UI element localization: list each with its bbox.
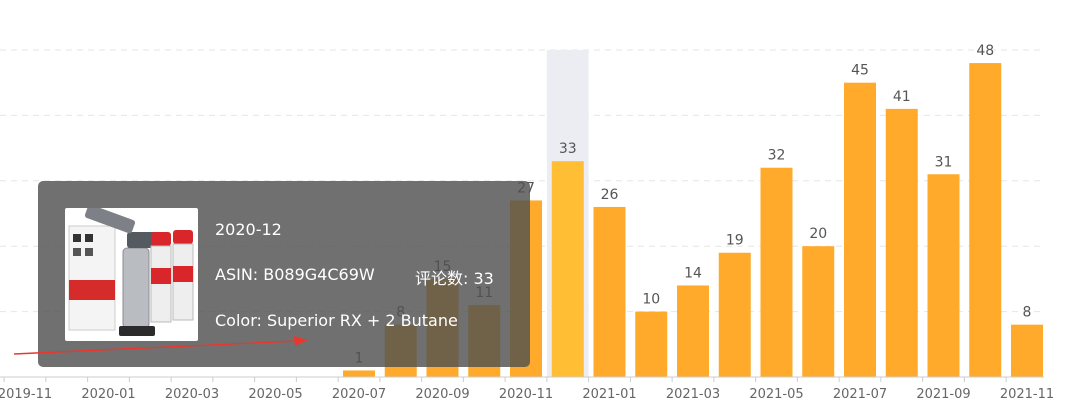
product-tooltip: 2020-12 ASIN: B089G4C69W 评论数: 33 Color: … <box>38 181 530 367</box>
x-tick-label-2020-03: 2020-03 <box>165 387 219 402</box>
bar-2021-01[interactable] <box>593 206 626 377</box>
bar-2021-04[interactable] <box>718 252 751 377</box>
value-label-2021-05: 32 <box>768 148 786 164</box>
bar-2021-05[interactable] <box>760 167 793 377</box>
x-tick-label-2021-07: 2021-07 <box>833 387 887 402</box>
bar-2021-10[interactable] <box>969 63 1002 378</box>
bar-2021-06[interactable] <box>802 246 835 377</box>
value-label-2021-04: 19 <box>726 233 744 249</box>
bar-2021-03[interactable] <box>677 285 709 377</box>
value-label-2021-11: 8 <box>1023 305 1032 321</box>
tooltip-color-variant: Color: Superior RX + 2 Butane <box>215 311 458 330</box>
x-tick-label-2021-09: 2021-09 <box>916 387 970 402</box>
value-label-2021-03: 14 <box>684 265 702 281</box>
x-tick-label-2021-01: 2021-01 <box>582 387 636 402</box>
bar-2020-07[interactable] <box>343 370 375 377</box>
x-tick-label-2021-03: 2021-03 <box>666 387 720 402</box>
x-tick-label-2021-05: 2021-05 <box>749 387 803 402</box>
x-tick-label-2020-11: 2020-11 <box>499 387 553 402</box>
x-tick-label-2020-07: 2020-07 <box>332 387 386 402</box>
value-label-2021-09: 31 <box>935 154 953 170</box>
x-tick-label-2021-11: 2021-11 <box>1000 387 1054 402</box>
x-tick-label-2020-05: 2020-05 <box>248 387 302 402</box>
value-label-2021-08: 41 <box>893 89 911 105</box>
bar-2021-07[interactable] <box>844 82 876 377</box>
bar-2021-08[interactable] <box>885 108 918 378</box>
product-image <box>65 208 198 341</box>
value-label-2021-02: 10 <box>642 292 660 308</box>
bar-2021-11[interactable] <box>1011 324 1043 377</box>
bar-2020-12[interactable] <box>551 161 584 377</box>
value-label-2021-01: 26 <box>601 187 619 203</box>
tooltip-asin: ASIN: B089G4C69W <box>215 265 375 284</box>
tooltip-review-count: 评论数: 33 <box>415 269 494 288</box>
value-label-2021-06: 20 <box>809 226 827 242</box>
x-axis: 2019-11 2020-01 2020-03 2020-05 2020-07 2020-… <box>0 376 1054 402</box>
value-label-2021-10: 48 <box>976 43 994 59</box>
x-tick-label-2020-09: 2020-09 <box>415 387 469 402</box>
value-label-2021-07: 45 <box>851 63 869 79</box>
bar-2021-02[interactable] <box>635 311 668 377</box>
value-label-2020-12: 33 <box>559 141 577 157</box>
x-tick-label-2019-11: 2019-11 <box>0 387 52 402</box>
x-tick-label-2020-01: 2020-01 <box>81 387 135 402</box>
bar-2021-09[interactable] <box>927 174 960 377</box>
tooltip-month: 2020-12 <box>215 220 282 239</box>
